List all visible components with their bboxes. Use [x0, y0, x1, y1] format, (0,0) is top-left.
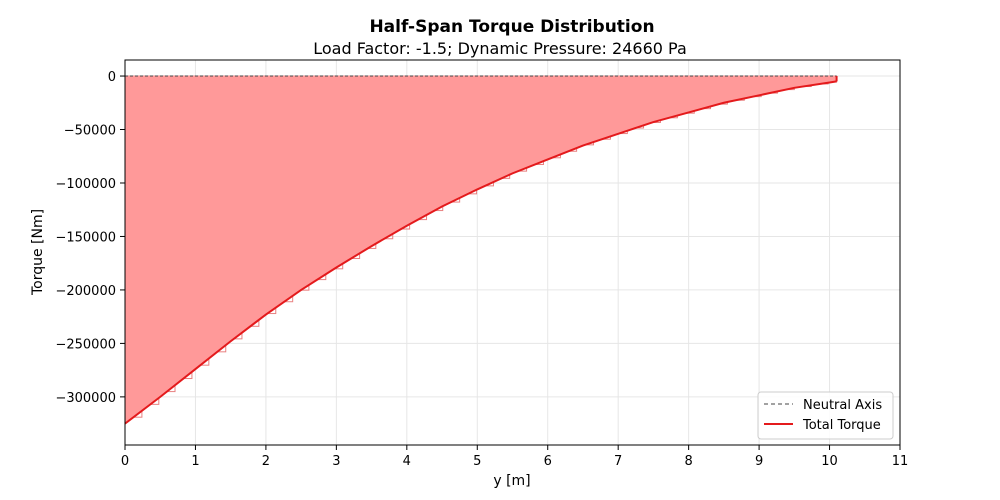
x-axis-ticks: 0 1 2 3 4 5 6 7 8 9 10 11	[121, 445, 908, 469]
y-tick-label: −50000	[64, 124, 116, 139]
x-tick-label: 8	[684, 454, 692, 469]
torque-fill	[125, 76, 837, 424]
x-tick-label: 5	[473, 454, 481, 469]
x-tick-label: 2	[262, 454, 270, 469]
legend: Neutral Axis Total Torque	[757, 391, 894, 440]
y-tick-label: 0	[108, 70, 116, 85]
total-torque-line	[124, 80, 837, 425]
y-axis-ticks: 0 −50000 −100000 −150000 −200000 −250000 −3000…	[55, 70, 125, 406]
x-axis-label: y [m]	[493, 473, 530, 489]
y-tick-label: −300000	[55, 391, 116, 406]
y-tick-label: −250000	[55, 337, 116, 352]
plot-frame	[124, 59, 901, 446]
x-tick-label: 10	[821, 454, 838, 469]
x-tick-label: 11	[892, 454, 909, 469]
chart-subtitle: Load Factor: -1.5; Dynamic Pressure: 246…	[313, 39, 687, 58]
y-axis-label: Torque [Nm]	[30, 209, 46, 296]
x-tick-label: 0	[121, 454, 129, 469]
x-tick-label: 6	[544, 454, 552, 469]
legend-total-torque-label: Total Torque	[802, 418, 881, 433]
x-tick-label: 4	[403, 454, 411, 469]
y-tick-label: −200000	[55, 284, 116, 299]
series-lines	[124, 75, 838, 425]
x-tick-label: 1	[191, 454, 199, 469]
y-tick-label: −150000	[55, 230, 116, 245]
x-tick-label: 3	[332, 454, 340, 469]
chart-title: Half-Span Torque Distribution	[369, 17, 654, 37]
y-tick-label: −100000	[55, 177, 116, 192]
x-tick-label: 7	[614, 454, 622, 469]
x-tick-label: 9	[755, 454, 763, 469]
torque-area	[125, 76, 837, 424]
legend-neutral-axis-label: Neutral Axis	[803, 398, 882, 413]
legend-box	[757, 391, 894, 440]
